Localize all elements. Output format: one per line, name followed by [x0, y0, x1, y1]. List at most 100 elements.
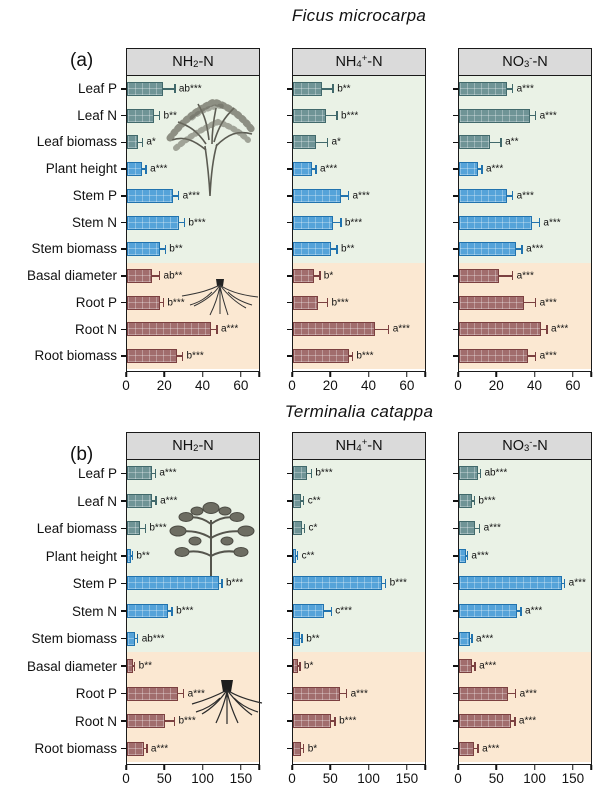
terminalia-canopy-sketch-icon — [169, 502, 255, 584]
error-bar-line — [151, 472, 156, 475]
x-tick-label: 20 — [156, 377, 172, 393]
bar — [459, 242, 517, 257]
bar — [127, 521, 141, 536]
error-bar-cap — [303, 523, 306, 533]
y-axis-tick — [120, 582, 126, 585]
bar — [459, 493, 473, 508]
bar — [293, 604, 325, 618]
y-axis-tick — [286, 168, 292, 170]
error-bar-line — [178, 221, 185, 224]
error-bar-line — [130, 555, 133, 557]
significance-label: a*** — [516, 83, 534, 95]
error-bar-line — [306, 472, 312, 475]
bar — [127, 493, 153, 508]
error-bar-line — [142, 168, 147, 170]
y-axis-tick — [286, 665, 292, 667]
y-axis-tick — [286, 195, 292, 197]
y-axis-tick — [286, 720, 292, 722]
chart-title: NO 3- -N — [458, 432, 592, 460]
bar — [127, 268, 152, 283]
error-bar-line — [516, 248, 523, 250]
error-bar-cap — [563, 578, 566, 588]
significance-label: ab** — [163, 270, 183, 282]
chart-a-nh4n: NH 4 + -N b** b*** a* a*** a*** b*** b** b* b*** a***… — [286, 48, 426, 396]
bar — [293, 295, 318, 310]
y-axis-tick — [286, 275, 292, 277]
error-bar-cap — [334, 716, 336, 726]
error-bar-cap — [171, 606, 173, 616]
significance-label: b** — [163, 110, 177, 122]
x-axis-tick — [367, 764, 370, 770]
x-axis-tick — [240, 371, 242, 377]
chart-title: NH 4 + -N — [292, 48, 426, 76]
y-axis-tick — [120, 500, 126, 502]
error-bar-cap — [173, 716, 176, 726]
error-bar-cap — [319, 271, 321, 281]
error-bar-line — [333, 221, 341, 224]
significance-label: a*** — [516, 190, 534, 202]
chart-b-no3n: NO 3- -N ab*** b*** a*** a*** a*** a*** a*** a*** a… — [452, 432, 592, 789]
bar — [293, 322, 376, 337]
error-bar-cap — [345, 689, 348, 699]
significance-label: ab*** — [141, 633, 165, 645]
x-tick-label: 60 — [399, 377, 415, 393]
species-title-ficus: Ficus microcarpa — [291, 6, 427, 25]
bar — [459, 714, 512, 729]
error-bar-cap — [131, 551, 134, 561]
error-bar-line — [325, 114, 338, 117]
x-tick-label: 0 — [288, 770, 296, 786]
category-label: Leaf N — [77, 107, 117, 123]
error-bar-cap — [511, 84, 514, 94]
chart-title: NO 3- -N — [458, 48, 592, 76]
significance-label: b*** — [225, 577, 244, 589]
y-axis-tick — [452, 582, 458, 585]
error-bar-cap — [326, 137, 329, 147]
error-bar-line — [478, 168, 482, 170]
significance-label: b*** — [188, 217, 206, 228]
plot-area: a*** a*** a** a*** a*** a*** a*** a*** a*** a*** a… — [452, 74, 592, 372]
significance-label: a*** — [150, 743, 169, 755]
x-axis-tick — [240, 764, 242, 770]
y-axis-tick — [286, 355, 292, 357]
error-bar-cap — [514, 689, 517, 699]
error-bar-cap — [514, 716, 516, 726]
category-label: Root P — [75, 686, 117, 702]
x-tick-label: 150 — [561, 770, 585, 786]
y-axis-tick — [120, 141, 126, 144]
bar — [127, 322, 212, 337]
x-tick-label: 20 — [322, 377, 338, 393]
bar — [459, 631, 470, 646]
significance-label: a*** — [479, 660, 497, 672]
error-bar-line — [159, 248, 166, 250]
error-bar-line — [301, 500, 304, 502]
significance-label: a*** — [319, 163, 338, 175]
bar — [127, 135, 139, 150]
bar — [459, 686, 508, 701]
bar — [459, 135, 490, 150]
y-axis-tick — [452, 720, 458, 722]
significance-label: b* — [307, 743, 318, 755]
bar — [127, 162, 143, 177]
bar — [293, 659, 299, 674]
error-bar-line — [143, 747, 147, 750]
significance-label: c* — [308, 522, 318, 534]
bar — [293, 466, 307, 481]
bar — [459, 81, 507, 96]
category-label: Leaf N — [77, 493, 117, 509]
significance-label: a* — [146, 136, 156, 148]
root-background — [293, 652, 425, 763]
error-bar-cap — [477, 744, 479, 754]
significance-label: b*** — [341, 110, 359, 122]
y-axis-tick — [120, 114, 126, 117]
significance-label: b*** — [356, 350, 374, 362]
error-bar-cap — [326, 298, 329, 308]
error-bar-line — [165, 720, 175, 722]
error-bar-line — [301, 747, 304, 750]
error-bar-cap — [158, 111, 161, 121]
root-background — [127, 652, 259, 763]
error-bar-cap — [336, 244, 338, 254]
bar — [293, 135, 316, 150]
error-bar-cap — [141, 137, 144, 147]
error-bar-cap — [336, 111, 338, 121]
